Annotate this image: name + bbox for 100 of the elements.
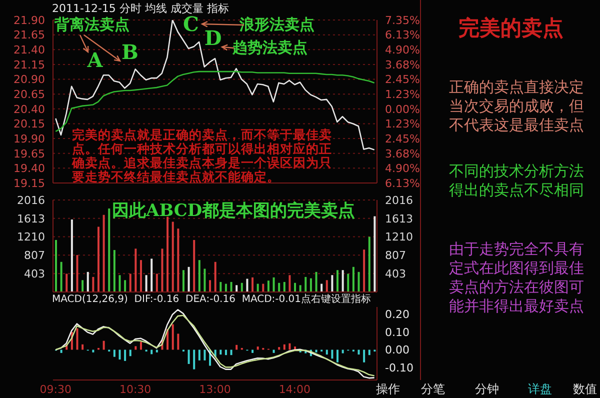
bar <box>204 350 206 360</box>
y2-tick-label: 3.68% <box>385 58 420 72</box>
bar <box>76 255 78 292</box>
bar <box>86 272 89 292</box>
annotation: 完美的卖点就是正确的卖点，而不等于最佳卖点。任何一种技术分析都可以得出相对应的正确卖点。追求最佳卖点本身是一个误区因为只要走势不终结最佳卖点就不能确定。 <box>72 127 333 184</box>
y-tick-label: 1613 <box>17 212 45 226</box>
bar <box>342 270 344 292</box>
bar <box>347 274 350 292</box>
bar <box>272 350 275 353</box>
y-tick-label: 21.15 <box>14 58 45 72</box>
bar <box>326 280 328 292</box>
bar <box>124 350 126 361</box>
bar <box>283 344 286 350</box>
x-tick-label: 10:30 <box>119 382 152 396</box>
bar <box>256 346 259 350</box>
y2-tick-label: 7.35% <box>385 14 420 27</box>
y2-tick-label: 2.45% <box>385 132 420 146</box>
bar <box>66 274 68 292</box>
y2-tick-label: 1210 <box>385 230 413 244</box>
bar <box>230 350 232 356</box>
annotation: A <box>87 48 103 72</box>
bar <box>363 250 366 292</box>
text: 详盘 <box>527 381 553 398</box>
bar <box>252 277 254 292</box>
y2-tick-label: 1613 <box>385 212 413 226</box>
y2-tick-label: 2016 <box>385 194 413 207</box>
bar <box>193 240 196 292</box>
bar <box>129 350 132 356</box>
bar <box>92 276 94 292</box>
bar <box>161 248 164 292</box>
bar <box>177 334 180 350</box>
bar <box>299 285 302 292</box>
y2-tick-label: 0.20 <box>385 308 410 322</box>
y2-tick-label: 1.23% <box>385 118 420 131</box>
bar <box>283 282 286 292</box>
bar <box>304 276 307 292</box>
x-tick-label: 14:00 <box>278 382 311 396</box>
text: 数值 <box>572 381 598 398</box>
bar <box>262 284 264 292</box>
text: 操作 <box>375 381 401 398</box>
bar <box>150 258 153 292</box>
y-tick-label: 19.90 <box>14 132 45 146</box>
bar <box>82 280 84 292</box>
text: 完美的卖点 <box>458 15 564 42</box>
bar <box>113 250 116 292</box>
text: 正确的卖点直接决定当次交易的成败，但不代表这是最佳卖点 <box>449 78 585 135</box>
bar <box>214 262 216 292</box>
bar <box>156 350 158 352</box>
bar <box>331 350 334 359</box>
bar <box>198 260 200 292</box>
bar <box>220 350 222 355</box>
bar <box>209 280 212 292</box>
bar <box>172 324 174 350</box>
bar <box>310 278 312 292</box>
bar <box>363 350 366 362</box>
annotation: D <box>204 26 222 50</box>
y-tick-label: 21.90 <box>14 14 45 27</box>
bar <box>267 280 270 292</box>
y-tick-label: 20.65 <box>14 88 45 101</box>
bar <box>134 248 137 292</box>
chart-title: 2011-12-15 分时 均线 成交量 指标 <box>52 1 229 16</box>
bar <box>108 208 110 292</box>
bar <box>272 277 275 292</box>
bar <box>331 275 334 292</box>
y2-tick-label: 2.45% <box>385 73 420 86</box>
y2-tick-label: 6.13% <box>385 176 420 190</box>
bar <box>278 282 280 292</box>
y-tick-label: 21.40 <box>14 44 45 57</box>
bar <box>182 270 184 292</box>
y2-tick-label: 0.00 <box>385 344 410 357</box>
y2-tick-label: 4.90% <box>385 44 420 57</box>
bar <box>82 344 84 350</box>
bar <box>145 275 148 292</box>
bar <box>70 219 73 292</box>
y-tick-label: 807 <box>24 249 45 262</box>
y-tick-label: 403 <box>24 268 45 281</box>
bar <box>374 216 376 292</box>
bar <box>124 280 126 292</box>
bar <box>60 262 62 292</box>
bar <box>188 350 190 364</box>
bar <box>118 350 121 360</box>
bar <box>198 350 200 360</box>
x-tick-label: 13:00 <box>199 382 231 396</box>
bar <box>358 272 360 292</box>
bar <box>368 350 370 356</box>
bar <box>134 346 137 350</box>
y-tick-label: 20.40 <box>14 102 45 116</box>
annotation: 因此ABCD都是本图的完美卖点 <box>112 200 356 222</box>
bar <box>278 347 280 350</box>
bar <box>118 275 121 292</box>
bar <box>294 282 296 292</box>
bar <box>368 236 370 292</box>
y-tick-label: 19.40 <box>14 162 45 176</box>
bar <box>76 328 78 350</box>
bar <box>60 350 62 353</box>
text: 由于走势完全不具有定式在此图得到最佳卖点的方法在彼图可能并非得出最好卖点 <box>449 240 585 316</box>
y2-tick-label: 0.00% <box>385 102 420 116</box>
bar <box>140 342 142 350</box>
bar <box>177 228 180 292</box>
annotation: B <box>122 40 138 64</box>
